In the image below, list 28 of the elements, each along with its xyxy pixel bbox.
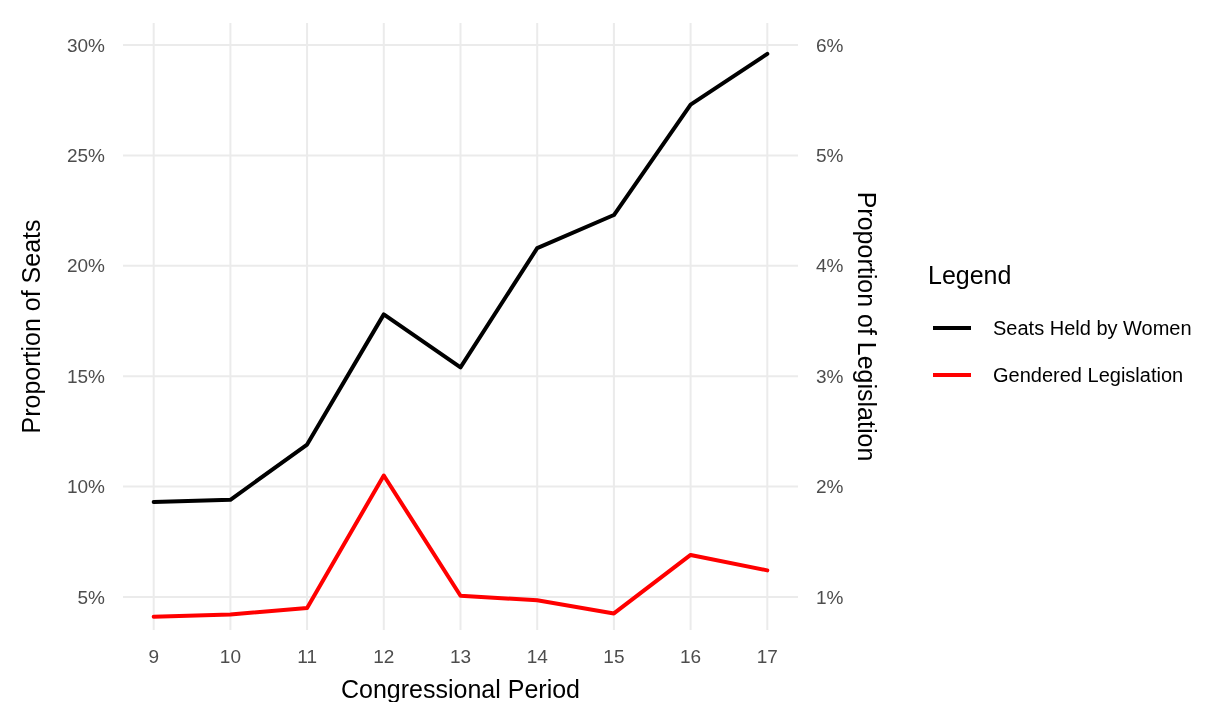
x-tick-label: 11 xyxy=(297,646,317,667)
y-tick-label: 10% xyxy=(66,476,106,498)
y-tick-label: 25% xyxy=(66,145,106,167)
y-tick-label: 15% xyxy=(66,365,106,387)
y2-tick-label: 6% xyxy=(816,34,844,56)
legend-label: Gendered Legislation xyxy=(993,364,1184,386)
legend-label: Seats Held by Women xyxy=(993,317,1192,339)
line-series xyxy=(151,51,770,504)
legend-title: Legend xyxy=(928,261,1012,289)
y-tick-label: 30% xyxy=(66,34,106,56)
y-tick-label: 20% xyxy=(66,255,106,277)
x-tick-label: 9 xyxy=(148,646,159,667)
y2-tick-label: 5% xyxy=(816,145,844,167)
line-series xyxy=(151,473,770,619)
x-tick-label: 12 xyxy=(373,646,395,667)
y2-tick-label: 4% xyxy=(816,255,844,277)
y2-tick-label: 1% xyxy=(816,586,844,608)
y-tick-label: 5% xyxy=(77,586,106,608)
x-tick-label: 15 xyxy=(603,646,625,667)
x-tick-label: 13 xyxy=(449,646,472,667)
x-tick-label: 10 xyxy=(219,646,241,667)
x-tick-label: 14 xyxy=(526,646,549,667)
y2-tick-label: 2% xyxy=(816,476,844,498)
y-axis-title: Proportion of Seats xyxy=(17,219,45,434)
x-tick-label: 17 xyxy=(756,646,778,667)
y2-axis-title: Proportion of Legislation xyxy=(853,191,881,462)
x-tick-label: 16 xyxy=(680,646,702,667)
y2-tick-label: 3% xyxy=(816,365,844,387)
